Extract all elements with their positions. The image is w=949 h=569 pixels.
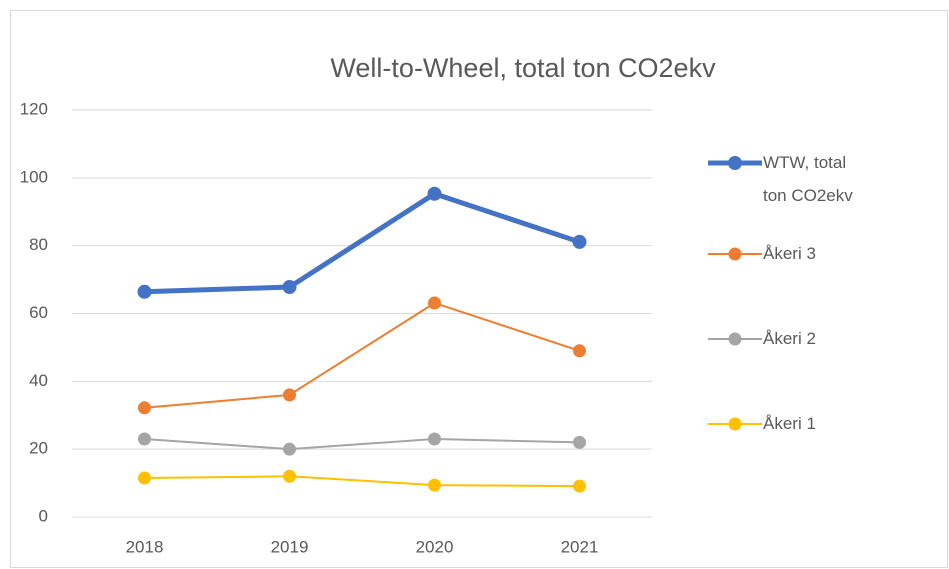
point [428,296,441,310]
point [427,186,442,201]
legend-label: Åkeri 1 [763,414,816,433]
x-tick-label: 2020 [416,537,454,556]
x-tick-label: 2019 [271,537,309,556]
y-tick-label: 0 [39,506,48,525]
series-line [144,191,581,295]
point [283,469,296,483]
series-line [144,437,580,451]
point [282,280,297,295]
y-tick-label: 60 [29,303,48,322]
x-tick-label: 2021 [561,537,599,556]
y-tick-label: 40 [29,371,48,390]
y-tick-label: 20 [29,439,48,458]
point [138,432,151,446]
point [283,388,296,402]
chart-title: Well-to-Wheel, total ton CO2ekv [330,53,716,83]
chart-border [10,10,948,568]
legend-marker [728,247,742,261]
point [573,435,586,449]
y-tick-label: 120 [20,99,48,118]
legend-marker [728,332,742,346]
point [138,471,151,485]
point [573,344,586,358]
x-tick-label: 2018 [126,537,164,556]
legend-marker [728,417,742,431]
point [138,401,151,415]
legend-marker [728,156,742,170]
series-line [144,301,580,409]
point [572,234,587,249]
point [283,442,296,456]
point [573,479,586,493]
legend-label: Åkeri 3 [763,244,816,263]
series-line [144,475,580,488]
point [137,284,152,299]
y-tick-label: 80 [29,235,48,254]
y-tick-label: 100 [20,167,48,186]
legend-label: WTW, total ton CO2ekv [763,153,853,205]
point [428,478,441,492]
legend-label: Åkeri 2 [763,329,816,348]
point [428,432,441,446]
